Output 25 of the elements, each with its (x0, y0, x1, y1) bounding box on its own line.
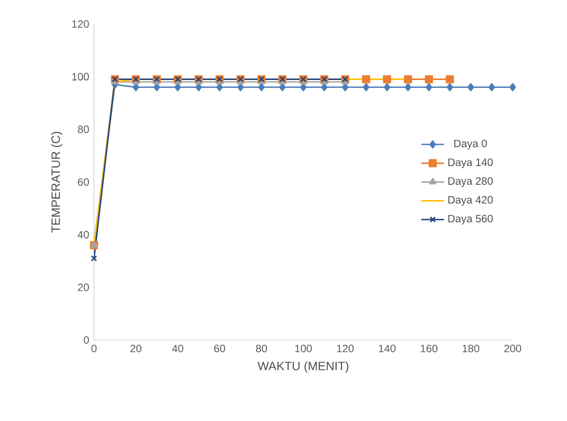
legend-label: Daya 280 (448, 177, 493, 187)
y-tick-label: 80 (78, 125, 89, 133)
x-tick-label: 140 (378, 344, 396, 352)
x-tick-label: 80 (256, 344, 267, 352)
legend-label: Daya 560 (448, 214, 493, 224)
y-tick-label: 100 (72, 72, 89, 80)
x-tick-label: 100 (295, 344, 312, 352)
x-tick-label: 160 (420, 344, 438, 352)
legend-label: Daya 0 (454, 140, 487, 150)
y-tick-label: 20 (78, 283, 89, 291)
y-tick-label: 40 (78, 230, 89, 238)
y-tick-label: 120 (72, 20, 89, 28)
x-axis-title: WAKTU (MENIT) (258, 361, 348, 372)
x-tick-label: 0 (91, 344, 97, 352)
x-tick-label: 20 (130, 344, 142, 352)
x-tick-label: 120 (337, 344, 354, 352)
x-tick-label: 60 (214, 344, 226, 352)
x-tick-label: 40 (172, 344, 184, 352)
legend-label: Daya 420 (448, 196, 493, 206)
y-axis-title: TEMPERATUR (C) (51, 132, 62, 232)
x-tick-label: 180 (462, 344, 480, 352)
x-tick-label: 200 (504, 344, 522, 352)
y-tick-label: 0 (84, 336, 89, 344)
y-tick-label: 60 (78, 178, 89, 186)
legend-label: Daya 140 (448, 158, 493, 168)
